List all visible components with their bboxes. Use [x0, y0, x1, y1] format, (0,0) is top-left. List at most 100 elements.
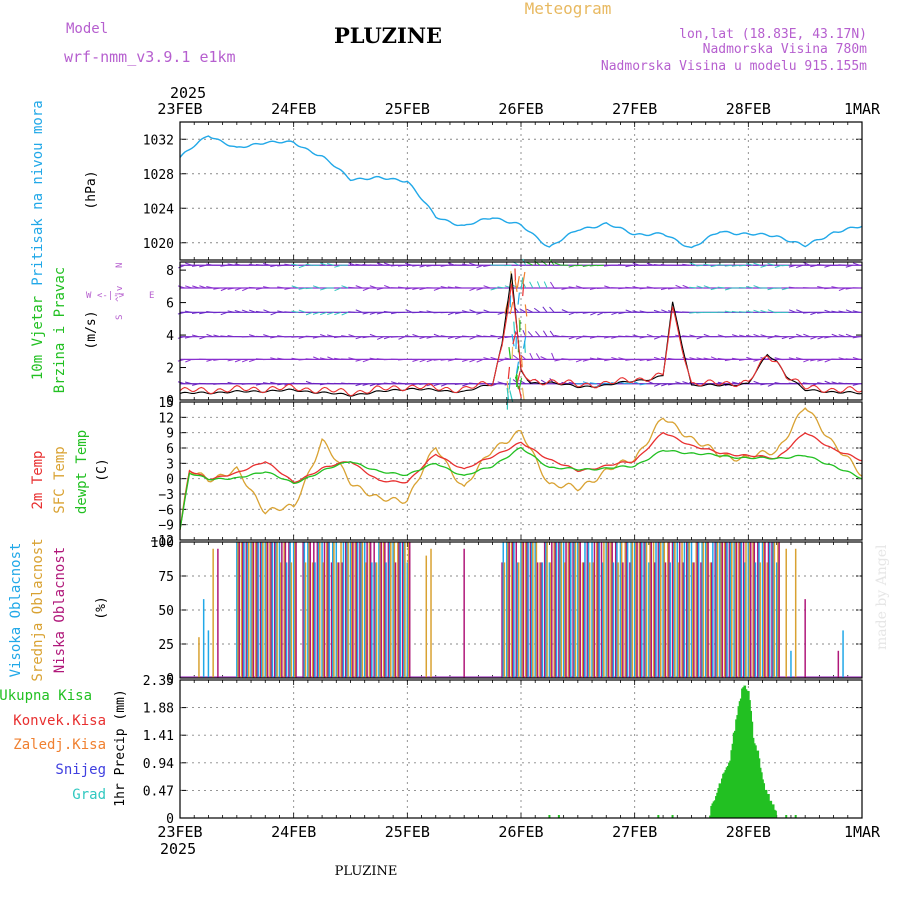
wind-arrow — [517, 371, 520, 383]
temp-tick-label: −3 — [158, 488, 174, 503]
wind-arrow — [405, 384, 412, 385]
wind-arrow — [509, 378, 510, 390]
pressure-tick-label: 1028 — [143, 168, 174, 183]
wind-arrow — [846, 359, 853, 360]
cloud-unit: (%) — [94, 596, 109, 619]
elevation-text: Nadmorska Visina 780m — [703, 42, 868, 57]
legend-snijeg: Snijeg — [55, 762, 106, 778]
wind-arrow — [543, 331, 547, 337]
temp-tick-label: 6 — [166, 442, 174, 457]
precip-legend: Ukupna Kisa Konvek.Kisa Zaledj.Kisa Snij… — [0, 688, 106, 803]
wind-arrow — [618, 265, 625, 266]
time-label-top: 1MAR — [844, 100, 881, 118]
pressure-unit: (hPa) — [84, 170, 99, 209]
wind-ylabel-2: Brzina i Pravac — [52, 267, 68, 393]
credit-text: made by Angel — [874, 544, 890, 650]
legend-ukupna: Ukupna Kisa — [0, 688, 92, 704]
wind-arrow — [696, 265, 703, 266]
pressure-tick-label: 1024 — [143, 202, 174, 217]
wind-arrow — [544, 282, 547, 288]
wind-arrow — [213, 384, 220, 385]
pressure-ylabel: Pritisak na nivou mora — [30, 100, 46, 285]
temp-unit: (C) — [95, 458, 110, 481]
temp-tick-label: −9 — [158, 519, 174, 534]
legend-zaledj: Zaledj.Kisa — [13, 737, 106, 753]
compass-n: N — [115, 263, 125, 268]
legend-grad: Grad — [72, 787, 106, 803]
wind-arrow — [462, 336, 469, 337]
cloud-tick-label: 75 — [158, 570, 174, 585]
wind-arrow — [476, 384, 483, 385]
temp-ylabel-2: SFC Temp — [52, 446, 68, 513]
pressure-tick-label: 1020 — [143, 237, 174, 252]
wind-tick-label: 2 — [166, 362, 174, 377]
cloud-bars — [180, 542, 862, 678]
wind-arrow — [550, 331, 554, 337]
wind-arrow — [242, 384, 249, 385]
wind-arrow — [419, 384, 426, 385]
wind-arrow — [583, 288, 590, 289]
wind-arrow — [521, 355, 522, 367]
wind-arrow — [483, 336, 490, 337]
wind-arrow — [509, 347, 510, 359]
wind-arrow — [291, 337, 298, 338]
wind-arrow — [284, 312, 291, 313]
wind-arrow — [838, 265, 845, 266]
wind-arrow — [455, 384, 462, 385]
wind-arrow — [789, 383, 796, 384]
wind-arrow — [514, 322, 515, 334]
time-label-bottom: 23FEB — [157, 823, 202, 841]
cloud-ylabel-2: Srednja Oblacnost — [30, 538, 46, 681]
wind-arrow — [534, 308, 540, 312]
temp-tick-label: 12 — [158, 411, 174, 426]
wind-arrow — [513, 332, 516, 344]
time-label-top: 25FEB — [385, 100, 430, 118]
wind-arrow — [530, 353, 533, 359]
wind-arrow — [291, 383, 298, 384]
wind-arrow — [391, 265, 398, 266]
wind-tick-label: 6 — [166, 297, 174, 312]
compass-vert: ^|v — [115, 286, 125, 302]
precip-tick-label: 0.94 — [143, 757, 174, 772]
wind-arrow — [249, 287, 256, 288]
wind-arrow — [525, 304, 526, 316]
temp-tick-label: 3 — [166, 457, 174, 472]
model-label: Model — [66, 21, 108, 37]
wind-arrow — [550, 282, 554, 288]
wind-arrow — [561, 336, 568, 337]
wind-unit: (m/s) — [84, 310, 99, 349]
compass-s: S — [115, 315, 125, 320]
wind-arrow — [508, 367, 509, 379]
temp-tick-label: 0 — [166, 473, 174, 488]
cloud-ylabel-3: Niska Oblacnost — [52, 547, 68, 673]
precip-tick-label: 2.35 — [143, 674, 174, 689]
precip-tick-label: 1.41 — [143, 729, 174, 744]
wind-arrow — [536, 353, 540, 359]
wind-arrow — [550, 307, 555, 312]
wind-arrow — [327, 383, 334, 384]
wind-arrow — [517, 276, 519, 288]
wind-arrow — [537, 281, 540, 288]
wind-arrow — [552, 353, 555, 360]
time-label-top: 27FEB — [612, 100, 657, 118]
precip-tick-label: 1.88 — [143, 702, 174, 717]
temp-ylabel-1: 2m Temp — [30, 450, 46, 509]
model-elevation-text: Nadmorska Visina u modelu 915.155m — [601, 59, 867, 74]
wind-arrow — [348, 312, 355, 313]
precip-tick-label: 0 — [166, 812, 174, 827]
product-title: Meteogram — [525, 0, 612, 18]
wind-arrow — [277, 265, 284, 266]
wind-arrow — [522, 388, 524, 400]
time-label-bottom: 28FEB — [726, 823, 771, 841]
compass-e: E — [149, 291, 154, 301]
cloud-tick-label: 100 — [151, 536, 174, 551]
precip-bar — [774, 811, 777, 818]
temp-ylabel-3: dewpt Temp — [74, 430, 90, 514]
wind-ylabel-1: 10m Vjetar — [30, 296, 46, 380]
time-axes: 23FEB23FEB24FEB24FEB25FEB25FEB26FEB26FEB… — [157, 100, 881, 841]
